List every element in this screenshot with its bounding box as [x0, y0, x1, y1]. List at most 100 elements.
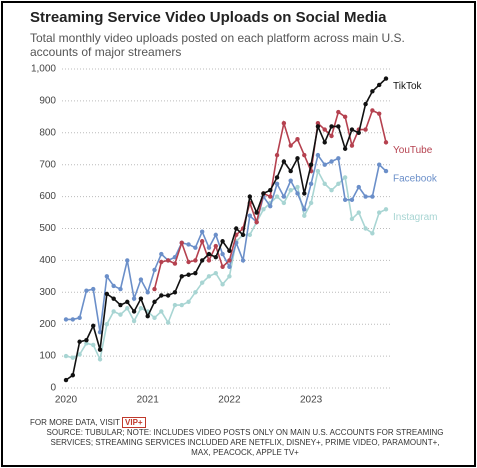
point — [138, 296, 144, 301]
point — [342, 114, 348, 120]
series-label: Instagram — [393, 212, 437, 223]
point — [254, 219, 259, 225]
point — [268, 188, 273, 193]
point — [186, 272, 191, 277]
point — [199, 258, 205, 263]
series-line — [65, 77, 387, 381]
logo: VIP+ — [122, 417, 146, 428]
point — [131, 296, 137, 301]
point — [295, 191, 300, 196]
point — [376, 210, 382, 215]
point — [302, 152, 307, 158]
point — [288, 168, 293, 174]
point — [206, 274, 212, 279]
point — [356, 130, 361, 135]
point — [356, 184, 361, 190]
point — [302, 213, 307, 218]
point — [84, 288, 89, 293]
y-tick-label: 400 — [39, 255, 56, 266]
point — [77, 352, 82, 357]
point — [125, 258, 130, 263]
x-tick-label: 2020 — [55, 395, 78, 406]
point — [213, 243, 218, 249]
point — [322, 162, 327, 167]
point — [247, 232, 253, 238]
x-tick-label: 2021 — [137, 395, 160, 406]
point — [152, 286, 157, 292]
point — [322, 127, 327, 132]
point — [349, 216, 355, 222]
point — [383, 207, 389, 212]
point — [342, 197, 348, 202]
point — [159, 293, 164, 298]
y-tick-label: 300 — [39, 287, 56, 298]
point — [220, 282, 225, 287]
point — [104, 291, 110, 297]
point — [349, 197, 355, 202]
point — [281, 194, 287, 199]
point — [213, 255, 218, 260]
point — [104, 274, 110, 279]
point — [179, 240, 184, 246]
point — [295, 136, 300, 142]
point — [281, 200, 287, 206]
point — [193, 290, 198, 295]
point — [91, 323, 96, 328]
point — [193, 245, 198, 250]
point — [315, 152, 321, 158]
series-line — [65, 168, 387, 362]
point — [370, 231, 375, 236]
point — [247, 194, 253, 199]
point — [165, 258, 171, 263]
point — [145, 314, 150, 319]
point — [70, 355, 76, 360]
point — [315, 124, 321, 129]
y-tick-label: 0 — [50, 383, 56, 394]
point — [274, 152, 280, 158]
point — [111, 283, 116, 289]
point — [227, 258, 232, 263]
point — [220, 251, 225, 257]
point — [383, 168, 389, 174]
point — [206, 258, 212, 263]
chart-subtitle: Total monthly video uploads posted on ea… — [30, 31, 405, 59]
series-label: YouTube — [393, 145, 433, 156]
point — [342, 146, 348, 151]
point — [199, 280, 205, 285]
point — [281, 121, 287, 126]
point — [91, 286, 96, 292]
point — [84, 337, 89, 343]
point — [370, 194, 375, 199]
point — [288, 188, 293, 193]
point — [383, 140, 389, 145]
x-tick-label: 2023 — [300, 395, 323, 406]
point — [363, 226, 368, 231]
point — [329, 159, 334, 164]
point — [342, 175, 348, 180]
point — [165, 320, 171, 325]
point — [234, 226, 239, 231]
point — [63, 317, 69, 322]
y-tick-label: 1,000 — [31, 64, 56, 75]
point — [206, 245, 212, 250]
footer-more: FOR MORE DATA, VISIT VIP+ — [30, 417, 146, 428]
point — [206, 251, 212, 257]
point — [336, 124, 341, 129]
point — [172, 290, 178, 295]
y-tick-label: 800 — [39, 127, 56, 138]
point — [97, 357, 103, 362]
point — [268, 194, 273, 199]
point — [356, 210, 361, 215]
point — [179, 302, 184, 308]
point — [70, 317, 76, 322]
point — [193, 258, 198, 263]
point — [186, 299, 191, 305]
point — [308, 181, 314, 187]
y-tick-label: 100 — [39, 351, 56, 362]
point — [199, 229, 205, 234]
point — [152, 267, 157, 273]
point — [97, 347, 103, 352]
point — [308, 200, 314, 206]
point — [63, 353, 69, 359]
point — [159, 309, 164, 314]
